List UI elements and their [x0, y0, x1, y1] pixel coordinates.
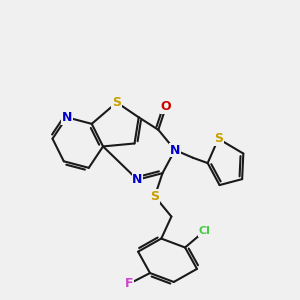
Text: N: N: [170, 143, 180, 157]
Text: S: S: [214, 132, 223, 145]
Text: N: N: [132, 173, 143, 186]
Text: F: F: [125, 277, 134, 290]
Text: S: S: [150, 190, 159, 203]
Text: O: O: [161, 100, 171, 113]
Text: N: N: [61, 111, 72, 124]
Text: S: S: [112, 96, 121, 109]
Text: Cl: Cl: [199, 226, 211, 236]
